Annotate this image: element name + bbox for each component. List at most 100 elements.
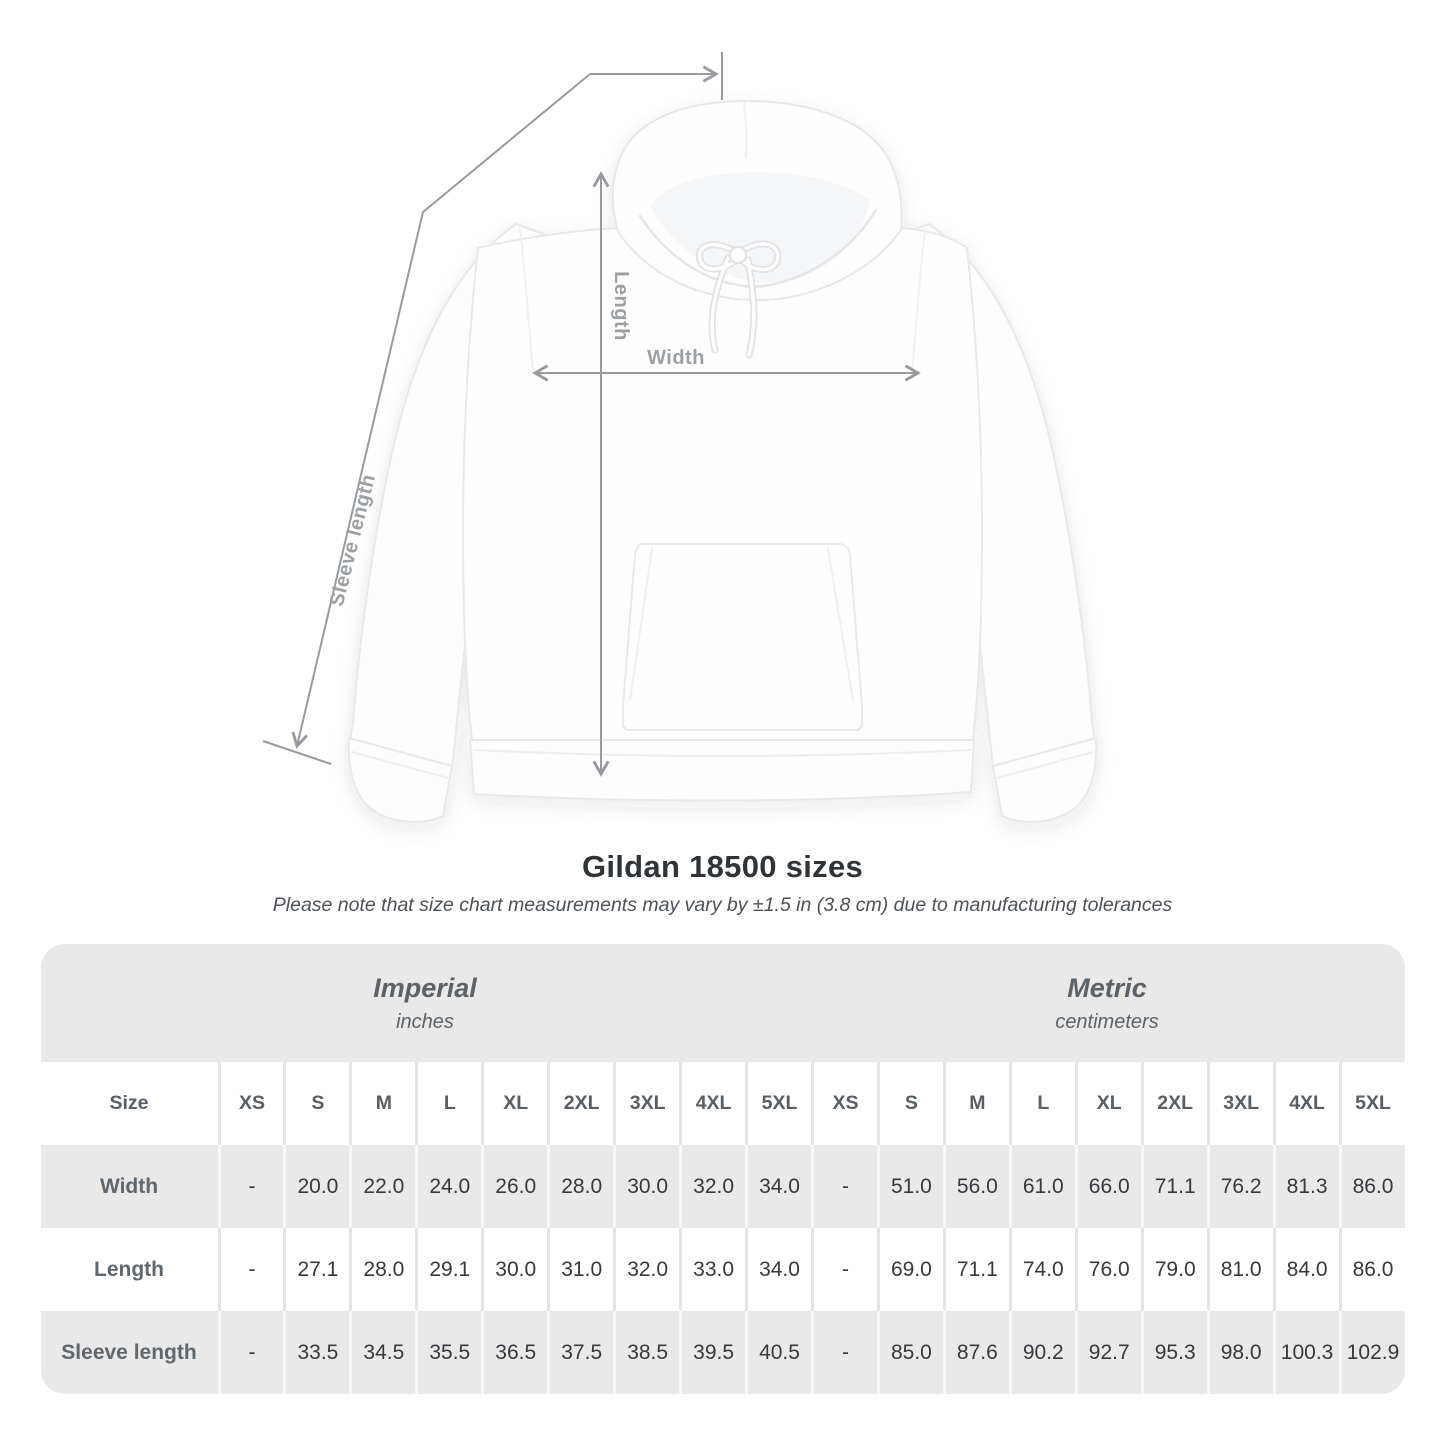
size-value-cell: 30.0 <box>481 1228 547 1311</box>
size-column-header: XL <box>481 1062 547 1145</box>
size-value-cell: 81.3 <box>1272 1145 1339 1228</box>
table-row-length: Length - 27.1 28.0 29.1 30.0 31.0 32.0 3… <box>41 1228 1405 1311</box>
size-value-cell: 69.0 <box>876 1228 943 1311</box>
imperial-title: Imperial <box>373 972 477 1003</box>
size-value-cell: - <box>217 1311 284 1394</box>
hoodie-hem-band <box>469 739 975 802</box>
size-column-header: XS <box>810 1062 877 1145</box>
size-value-cell: 32.0 <box>679 1145 745 1228</box>
width-label: Width <box>647 347 705 369</box>
size-value-cell: 28.0 <box>349 1228 415 1311</box>
measurement-row-label: Width <box>99 1174 159 1198</box>
size-value-cell: 37.5 <box>547 1311 613 1394</box>
size-value-cell: 76.0 <box>1074 1228 1141 1311</box>
table-row-sleeve-length: Sleeve length - 33.5 34.5 35.5 36.5 37.5… <box>40 1311 1405 1394</box>
size-value-cell: 74.0 <box>1008 1228 1075 1311</box>
size-value-cell: - <box>810 1311 877 1394</box>
size-value-cell: 86.0 <box>1338 1228 1405 1311</box>
size-value-cell: - <box>217 1228 284 1311</box>
imperial-unit: inches <box>396 1010 454 1033</box>
size-value-cell: 56.0 <box>942 1145 1009 1228</box>
size-value-cell: 66.0 <box>1074 1145 1141 1228</box>
hem-seam <box>473 749 971 757</box>
size-column-header: 2XL <box>547 1062 613 1145</box>
measurement-row-label: Sleeve length <box>61 1340 197 1364</box>
size-value-cell: 28.0 <box>547 1145 613 1228</box>
size-value-cell: 95.3 <box>1140 1311 1207 1394</box>
size-value-cell: - <box>810 1145 877 1228</box>
imperial-section-header: Imperial inches <box>41 944 810 1062</box>
size-column-header: 3XL <box>613 1062 679 1145</box>
size-value-cell: 32.0 <box>613 1228 679 1311</box>
size-header-row: Size XS S M L XL 2XL 3XL 4XL 5XL XS S M … <box>41 1062 1405 1145</box>
right-shoulder-seam <box>911 229 926 373</box>
hood-drawstrings <box>695 240 782 359</box>
size-value-cell: 98.0 <box>1206 1311 1273 1394</box>
size-value-cell: 85.0 <box>876 1311 943 1394</box>
pocket-right-opening-seam <box>827 548 854 701</box>
size-value-cell: 38.5 <box>613 1311 679 1394</box>
measurement-arrows <box>262 52 921 777</box>
hoodie-illustration <box>347 99 1098 823</box>
size-value-cell: 92.7 <box>1074 1311 1141 1394</box>
size-column-header: 4XL <box>679 1062 745 1145</box>
size-column-header: L <box>1008 1062 1075 1145</box>
size-value-cell: 29.1 <box>415 1228 481 1311</box>
size-value-cell: 33.5 <box>283 1311 349 1394</box>
size-column-header: XL <box>1074 1062 1141 1145</box>
length-label: Length <box>610 271 632 341</box>
size-value-cell: 51.0 <box>876 1145 943 1228</box>
size-column-header: M <box>942 1062 1009 1145</box>
hoodie-pocket <box>622 543 863 731</box>
size-column-header: L <box>415 1062 481 1145</box>
metric-title: Metric <box>1067 972 1147 1003</box>
size-value-cell: 86.0 <box>1338 1145 1405 1228</box>
size-value-cell: 36.5 <box>481 1311 547 1394</box>
size-column-header: M <box>349 1062 415 1145</box>
measurement-row-label: Length <box>94 1257 164 1281</box>
size-value-cell: 71.1 <box>1140 1145 1207 1228</box>
size-value-cell: 61.0 <box>1008 1145 1075 1228</box>
size-value-cell: 71.1 <box>942 1228 1009 1311</box>
size-value-cell: 87.6 <box>942 1311 1009 1394</box>
size-value-cell: - <box>810 1228 877 1311</box>
size-column-header: 3XL <box>1206 1062 1273 1145</box>
size-value-cell: 34.0 <box>745 1228 811 1311</box>
table-row-width: Width - 20.0 22.0 24.0 26.0 28.0 30.0 32… <box>40 1145 1405 1228</box>
page-title: Gildan 18500 sizes <box>581 849 864 884</box>
size-value-cell: 33.0 <box>679 1228 745 1311</box>
size-value-cell: 27.1 <box>283 1228 349 1311</box>
size-value-cell: 39.5 <box>679 1311 745 1394</box>
metric-unit: centimeters <box>1055 1010 1159 1033</box>
left-cuff-seam <box>351 751 449 779</box>
size-value-cell: 20.0 <box>283 1145 349 1228</box>
size-value-cell: 90.2 <box>1008 1311 1075 1394</box>
size-value-cell: 84.0 <box>1272 1228 1339 1311</box>
size-value-cell: 76.2 <box>1206 1145 1273 1228</box>
size-value-cell: 30.0 <box>613 1145 679 1228</box>
size-value-cell: 102.9 <box>1338 1311 1405 1394</box>
size-value-cell: 34.5 <box>349 1311 415 1394</box>
metric-section-header: Metric centimeters <box>810 944 1405 1062</box>
hoodie-diagram-svg: Length Width Sleeve length <box>262 52 1098 823</box>
size-value-cell: 100.3 <box>1272 1311 1339 1394</box>
cuff-reference-tick <box>262 740 332 765</box>
size-value-cell: 26.0 <box>481 1145 547 1228</box>
size-column-header: S <box>283 1062 349 1145</box>
size-value-cell: - <box>217 1145 284 1228</box>
size-column-header: 5XL <box>1338 1062 1405 1145</box>
size-value-cell: 40.5 <box>745 1311 811 1394</box>
size-value-cell: 35.5 <box>415 1311 481 1394</box>
size-value-cell: 22.0 <box>349 1145 415 1228</box>
size-value-cell: 24.0 <box>415 1145 481 1228</box>
unit-header-band: Imperial inches Metric centimeters <box>40 944 1405 1062</box>
size-chart-table: Imperial inches Metric centimeters Size … <box>40 944 1405 1394</box>
size-value-cell: 31.0 <box>547 1228 613 1311</box>
hood-cavity <box>650 172 870 283</box>
size-column-header: XS <box>217 1062 284 1145</box>
size-column-header: S <box>876 1062 943 1145</box>
size-value-cell: 34.0 <box>745 1145 811 1228</box>
size-value-cell: 79.0 <box>1140 1228 1207 1311</box>
left-shoulder-seam <box>519 229 534 373</box>
tolerance-note: Please note that size chart measurements… <box>272 894 1173 916</box>
